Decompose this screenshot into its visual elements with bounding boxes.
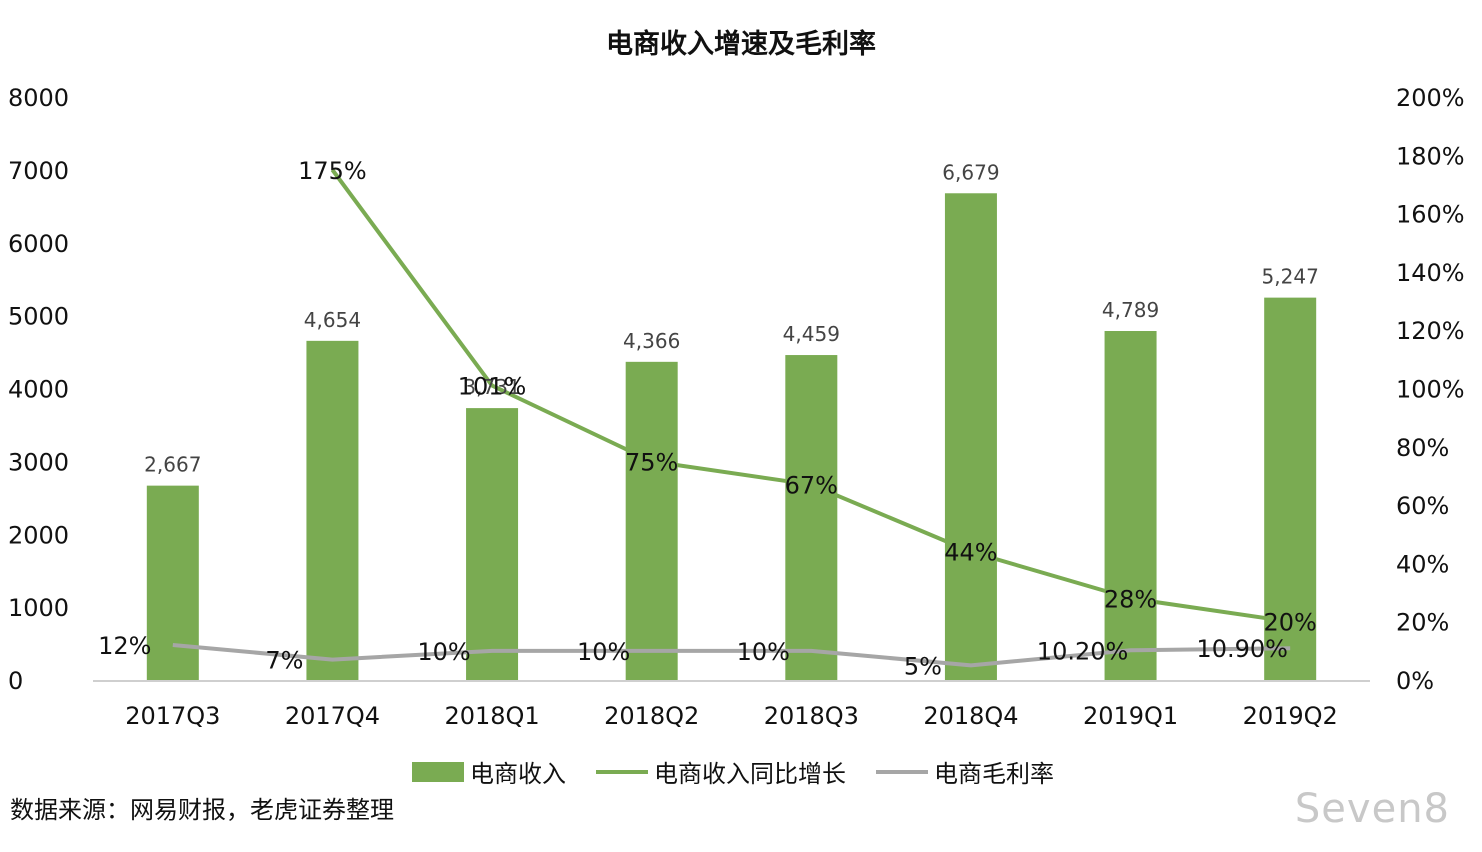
y-right-tick-label: 120% [1396,317,1465,345]
margin-data-label: 10% [417,638,470,666]
x-tick-label: 2019Q2 [1243,702,1338,730]
bar [146,485,199,680]
bar [306,340,359,680]
y-left-tick-label: 8000 [8,84,69,112]
y-left-tick-label: 2000 [8,521,69,549]
growth-line [330,168,1291,624]
x-tick-label: 2018Q2 [604,702,699,730]
margin-data-label: 10% [577,638,630,666]
x-tick-label: 2017Q4 [285,702,380,730]
x-tick-label: 2018Q4 [923,702,1018,730]
legend-label-revenue: 电商收入 [470,760,566,788]
x-tick-label: 2019Q1 [1083,702,1178,730]
y-left-tick-label: 5000 [8,303,69,331]
bar [625,361,678,680]
watermark-text: Seven8 [1294,786,1450,832]
bar-data-label: 4,366 [623,329,680,353]
y-right-tick-label: 140% [1396,259,1465,287]
growth-data-label: 67% [785,472,838,500]
growth-data-label: 20% [1264,609,1317,637]
bar-data-label: 5,247 [1262,265,1319,289]
y-right-tick-label: 40% [1396,550,1449,578]
y-right-tick-label: 100% [1396,376,1465,404]
bar [1264,297,1317,680]
bar [1104,331,1157,680]
source-note: 数据来源：网易财报，老虎证券整理 [10,796,394,824]
y-left-tick-label: 4000 [8,376,69,404]
legend-item-growth: 电商收入同比增长 [596,754,846,789]
margin-data-label: 7% [265,647,303,675]
legend-label-growth: 电商收入同比增长 [654,760,846,788]
y-left-tick-label: 7000 [8,157,69,185]
bar [944,193,997,680]
y-right-tick-label: 20% [1396,609,1449,637]
legend-item-revenue: 电商收入 [412,754,566,789]
margin-line [172,643,1291,668]
growth-data-label: 44% [944,539,997,567]
bar-data-label: 6,679 [942,160,999,184]
margin-data-label: 10.20% [1037,637,1129,665]
margin-data-label: 5% [904,652,942,680]
growth-data-label: 175% [298,157,367,185]
growth-data-label: 28% [1104,585,1157,613]
y-right-tick-label: 180% [1396,142,1465,170]
growth-data-label: 75% [625,448,678,476]
y-right-tick-label: 80% [1396,434,1449,462]
bar-data-label: 3,731 [463,375,520,399]
y-right-tick-label: 0% [1396,667,1434,695]
y-right-tick-label: 160% [1396,201,1465,229]
x-tick-label: 2018Q1 [444,702,539,730]
chart-title: 电商收入增速及毛利率 [606,29,876,60]
bar-data-label: 2,667 [144,453,201,477]
bar-data-label: 4,654 [304,308,361,332]
margin-data-label: 12% [98,632,151,660]
bar-data-label: 4,459 [783,322,840,346]
legend-item-margin: 电商毛利率 [876,754,1054,789]
bar [466,408,519,680]
y-left-tick-label: 3000 [8,448,69,476]
y-left-tick-label: 0 [8,667,23,695]
y-right-tick-label: 60% [1396,492,1449,520]
y-right-tick-label: 200% [1396,84,1465,112]
x-tick-label: 2017Q3 [125,702,220,730]
legend-swatch-margin [876,769,928,774]
margin-data-label: 10% [737,638,790,666]
growth-data-label: 101% [458,373,527,401]
legend-swatch-growth [596,769,648,774]
legend: 电商收入 电商收入同比增长 电商毛利率 [412,754,1084,789]
bar-data-label: 4,789 [1102,298,1159,322]
y-left-tick-label: 6000 [8,230,69,258]
margin-data-label: 10.90% [1196,635,1288,663]
y-left-tick-label: 1000 [8,594,69,622]
legend-swatch-revenue [412,761,464,782]
bar [785,355,838,680]
legend-label-margin: 电商毛利率 [934,760,1054,788]
x-tick-label: 2018Q3 [764,702,859,730]
